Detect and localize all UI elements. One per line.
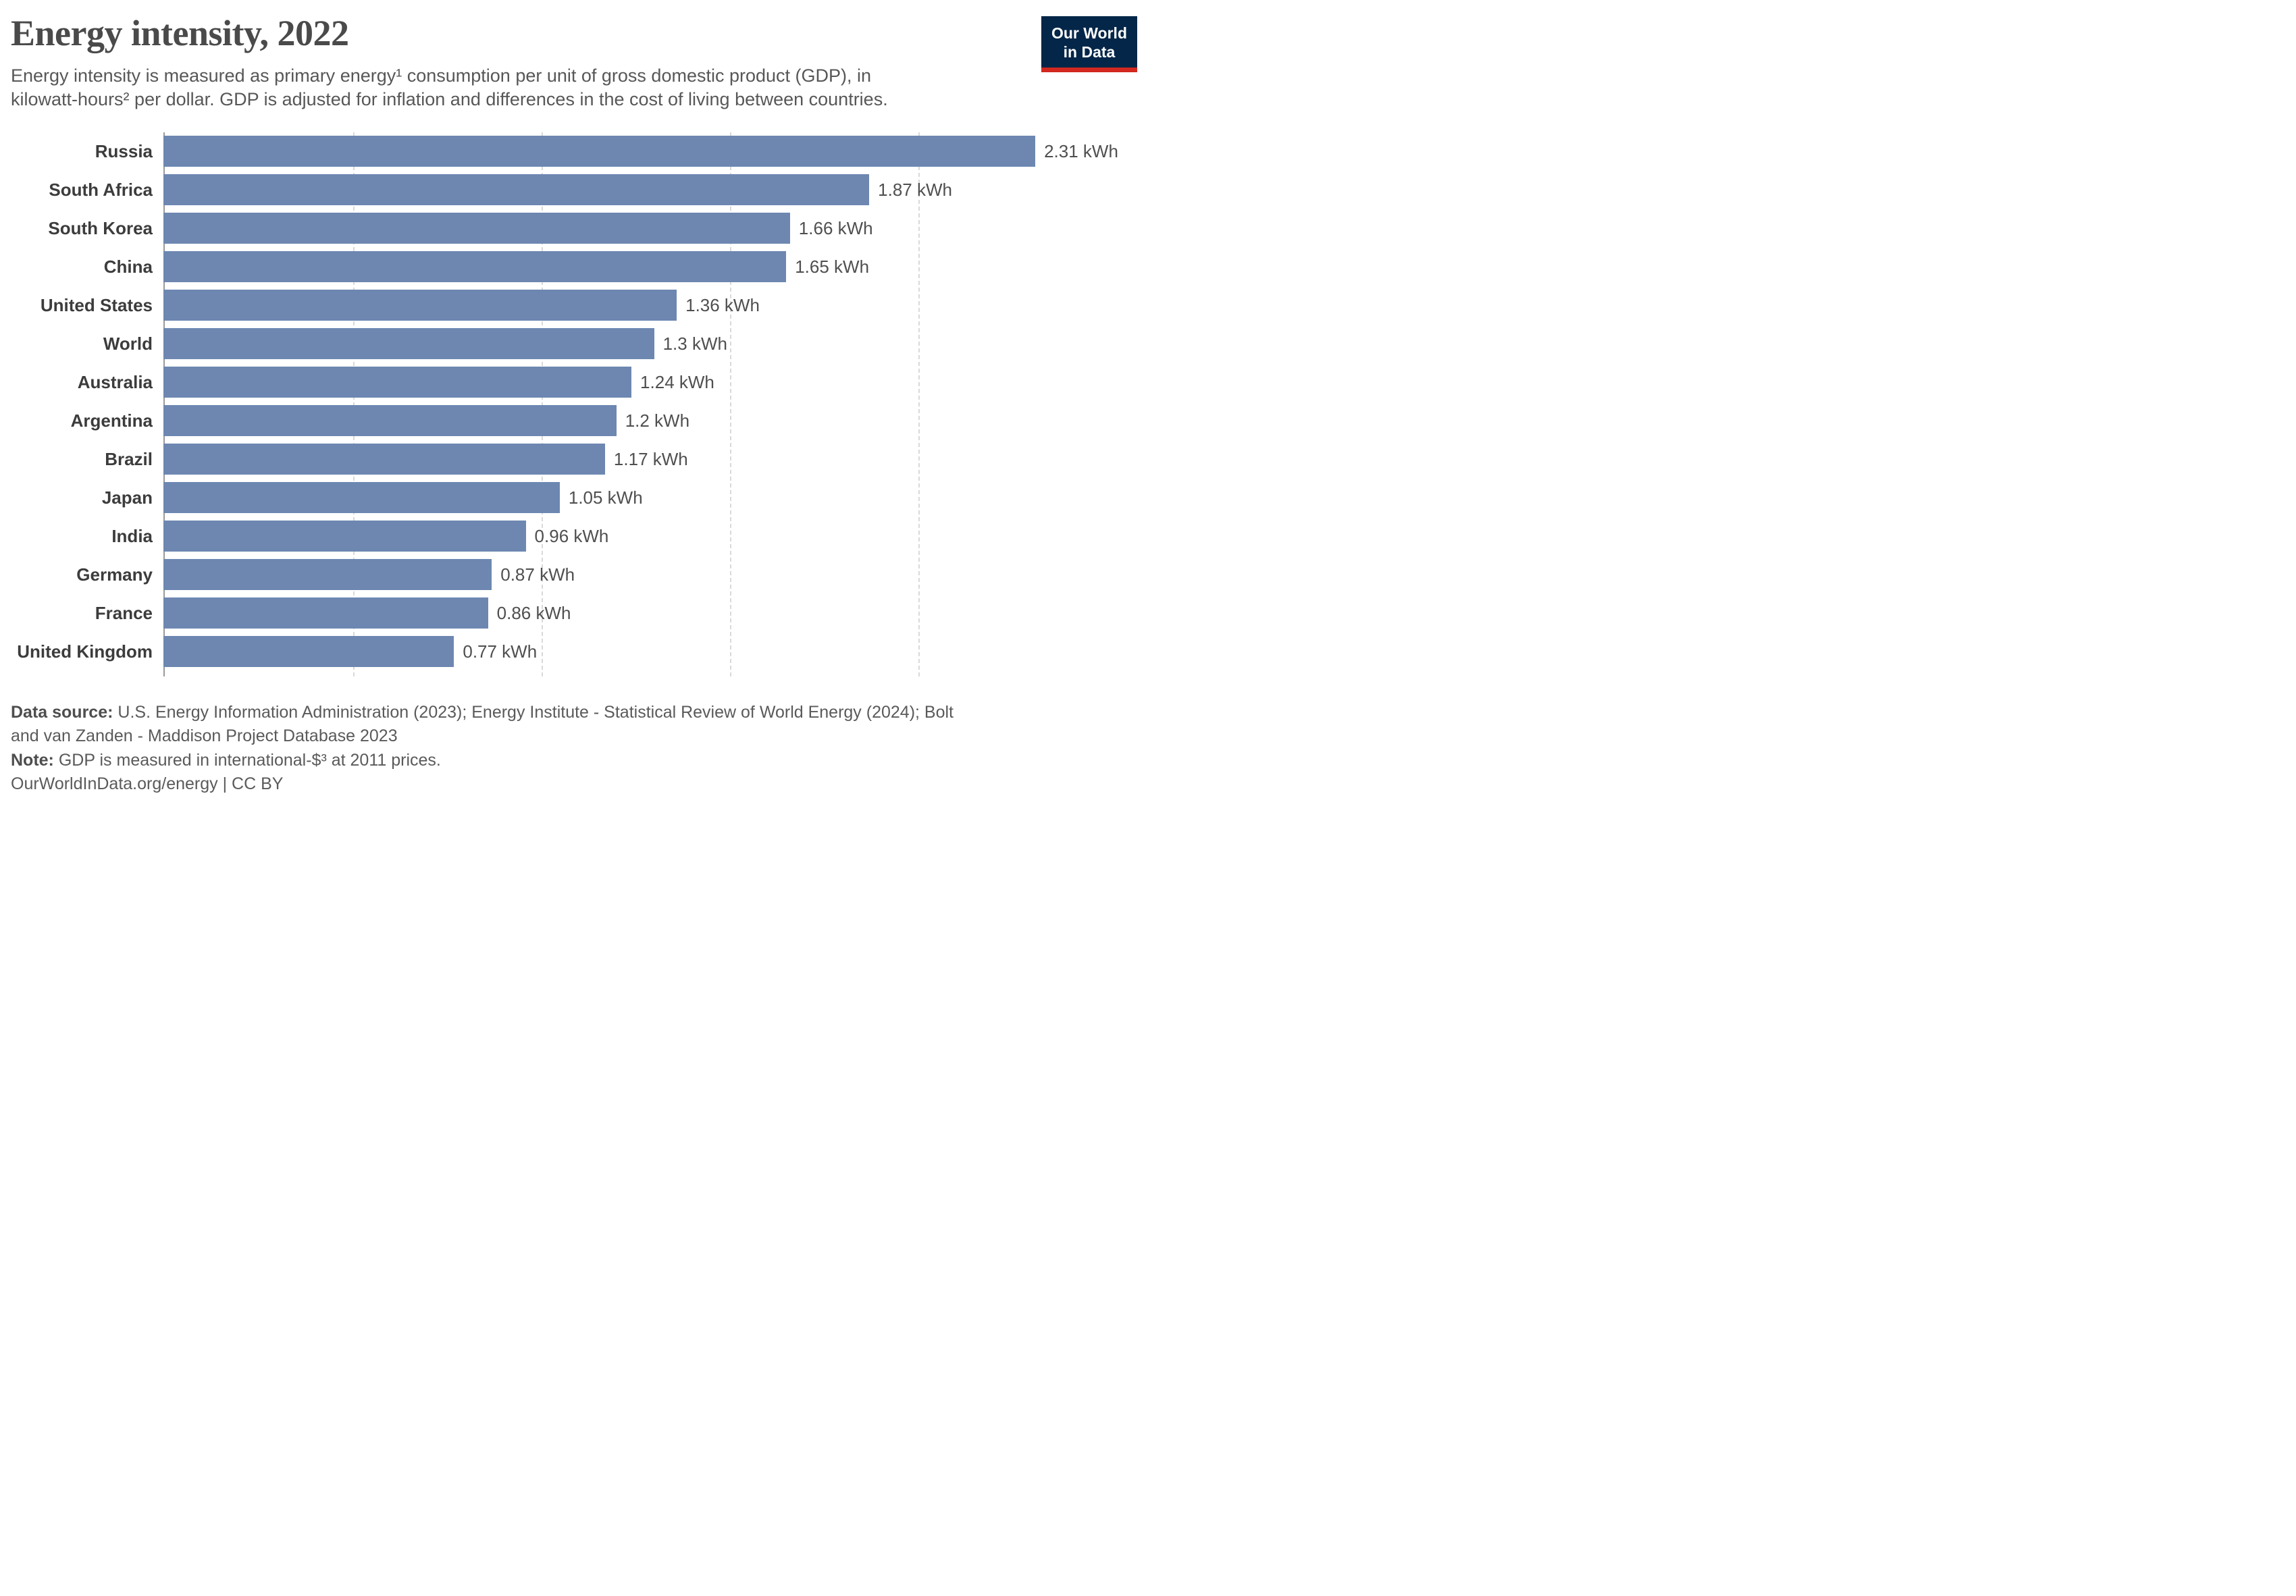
bar-area: 1.36 kWh	[163, 286, 1137, 325]
bar-row: South Africa 1.87 kWh	[11, 171, 1137, 209]
owid-logo-text: Our World in Data	[1041, 16, 1137, 68]
value-label: 1.65 kWh	[795, 256, 870, 277]
value-label: 0.87 kWh	[500, 564, 575, 585]
bar-area: 1.66 kWh	[163, 209, 1137, 248]
country-label: South Africa	[49, 179, 153, 200]
bar-row: United States 1.36 kWh	[11, 286, 1137, 325]
data-source-text: U.S. Energy Information Administration (…	[11, 702, 954, 746]
bar-row: Brazil 1.17 kWh	[11, 440, 1137, 479]
bar	[163, 367, 632, 398]
owid-logo-red-bar	[1041, 68, 1137, 73]
country-label: China	[103, 256, 153, 277]
value-label: 1.05 kWh	[568, 487, 643, 508]
data-source-line: Data source: U.S. Energy Information Adm…	[11, 701, 976, 749]
bar	[163, 290, 677, 321]
gridline	[730, 132, 732, 676]
bar-row: Argentina 1.2 kWh	[11, 402, 1137, 440]
bar-row: United Kingdom 0.77 kWh	[11, 633, 1137, 671]
bar	[163, 251, 787, 283]
chart-title: Energy intensity, 2022	[11, 13, 349, 53]
country-label: Russia	[95, 140, 153, 161]
bar-area: 2.31 kWh	[163, 132, 1137, 171]
note-line: Note: GDP is measured in international-$…	[11, 749, 1137, 773]
country-label: South Korea	[48, 217, 153, 238]
owid-logo[interactable]: Our World in Data	[1041, 16, 1137, 73]
bar	[163, 328, 654, 360]
bar	[163, 213, 790, 244]
country-label: Germany	[76, 564, 153, 585]
bar-row: France 0.86 kWh	[11, 594, 1137, 633]
header: Energy intensity, 2022 Energy intensity …	[11, 9, 1137, 112]
bar-area: 1.87 kWh	[163, 171, 1137, 209]
bar-row: Australia 1.24 kWh	[11, 363, 1137, 402]
country-label: United States	[40, 294, 153, 315]
bar	[163, 597, 488, 629]
bar-area: 1.05 kWh	[163, 479, 1137, 517]
country-label: France	[95, 602, 153, 623]
value-label: 1.3 kWh	[662, 333, 727, 354]
chart-page: Energy intensity, 2022 Energy intensity …	[0, 0, 1148, 798]
bar-row: India 0.96 kWh	[11, 517, 1137, 556]
country-label: India	[111, 525, 153, 546]
value-label: 0.96 kWh	[534, 525, 609, 546]
bar-row: World 1.3 kWh	[11, 325, 1137, 363]
bar-area: 1.2 kWh	[163, 402, 1137, 440]
bar-chart: Russia 2.31 kWh South Africa 1.87 kWh South …	[11, 132, 1137, 676]
note-text: GDP is measured in international-$³ at 2…	[53, 750, 441, 770]
bar-rows: Russia 2.31 kWh South Africa 1.87 kWh South …	[11, 132, 1137, 671]
bar-area: 0.96 kWh	[163, 517, 1137, 556]
value-label: 1.36 kWh	[685, 294, 760, 315]
bar-area: 1.24 kWh	[163, 363, 1137, 402]
value-label: 1.87 kWh	[878, 179, 952, 200]
bar-area: 0.86 kWh	[163, 594, 1137, 633]
country-label: Japan	[101, 487, 153, 508]
footer: Data source: U.S. Energy Information Adm…	[11, 701, 1137, 797]
bar-row: China 1.65 kWh	[11, 248, 1137, 286]
bar	[163, 559, 492, 591]
bar-row: South Korea 1.66 kWh	[11, 209, 1137, 248]
gridline	[918, 132, 920, 676]
value-label: 1.66 kWh	[798, 217, 873, 238]
value-label: 1.24 kWh	[640, 371, 714, 392]
chart-subtitle: Energy intensity is measured as primary …	[11, 65, 888, 110]
owid-logo-line1: Our World	[1051, 24, 1127, 42]
bar	[163, 174, 870, 206]
bar	[163, 482, 560, 514]
data-source-label: Data source:	[11, 702, 113, 722]
bar-row: Germany 0.87 kWh	[11, 556, 1137, 594]
bar-row: Japan 1.05 kWh	[11, 479, 1137, 517]
bar	[163, 636, 454, 668]
bar-area: 1.65 kWh	[163, 248, 1137, 286]
value-label: 2.31 kWh	[1044, 140, 1118, 161]
bar-area: 1.17 kWh	[163, 440, 1137, 479]
value-label: 0.77 kWh	[463, 641, 538, 662]
bar-area: 0.77 kWh	[163, 633, 1137, 671]
country-label: World	[103, 333, 153, 354]
bar-row: Russia 2.31 kWh	[11, 132, 1137, 171]
value-label: 1.17 kWh	[613, 448, 688, 469]
license-line[interactable]: OurWorldInData.org/energy | CC BY	[11, 774, 284, 794]
country-label: United Kingdom	[17, 641, 153, 662]
bar	[163, 405, 617, 437]
bar-area: 0.87 kWh	[163, 556, 1137, 594]
title-block: Energy intensity, 2022 Energy intensity …	[11, 9, 1041, 112]
note-label: Note:	[11, 750, 54, 770]
bar	[163, 521, 526, 552]
country-label: Argentina	[70, 410, 153, 431]
value-label: 0.86 kWh	[496, 602, 571, 623]
gridline	[353, 132, 355, 676]
owid-logo-line2: in Data	[1063, 43, 1116, 61]
bar	[163, 136, 1036, 167]
value-label: 1.2 kWh	[625, 410, 690, 431]
country-label: Australia	[77, 371, 153, 392]
country-label: Brazil	[105, 448, 153, 469]
y-axis-line	[163, 132, 1137, 676]
gridline	[542, 132, 544, 676]
bar-area: 1.3 kWh	[163, 325, 1137, 363]
bar	[163, 444, 605, 475]
